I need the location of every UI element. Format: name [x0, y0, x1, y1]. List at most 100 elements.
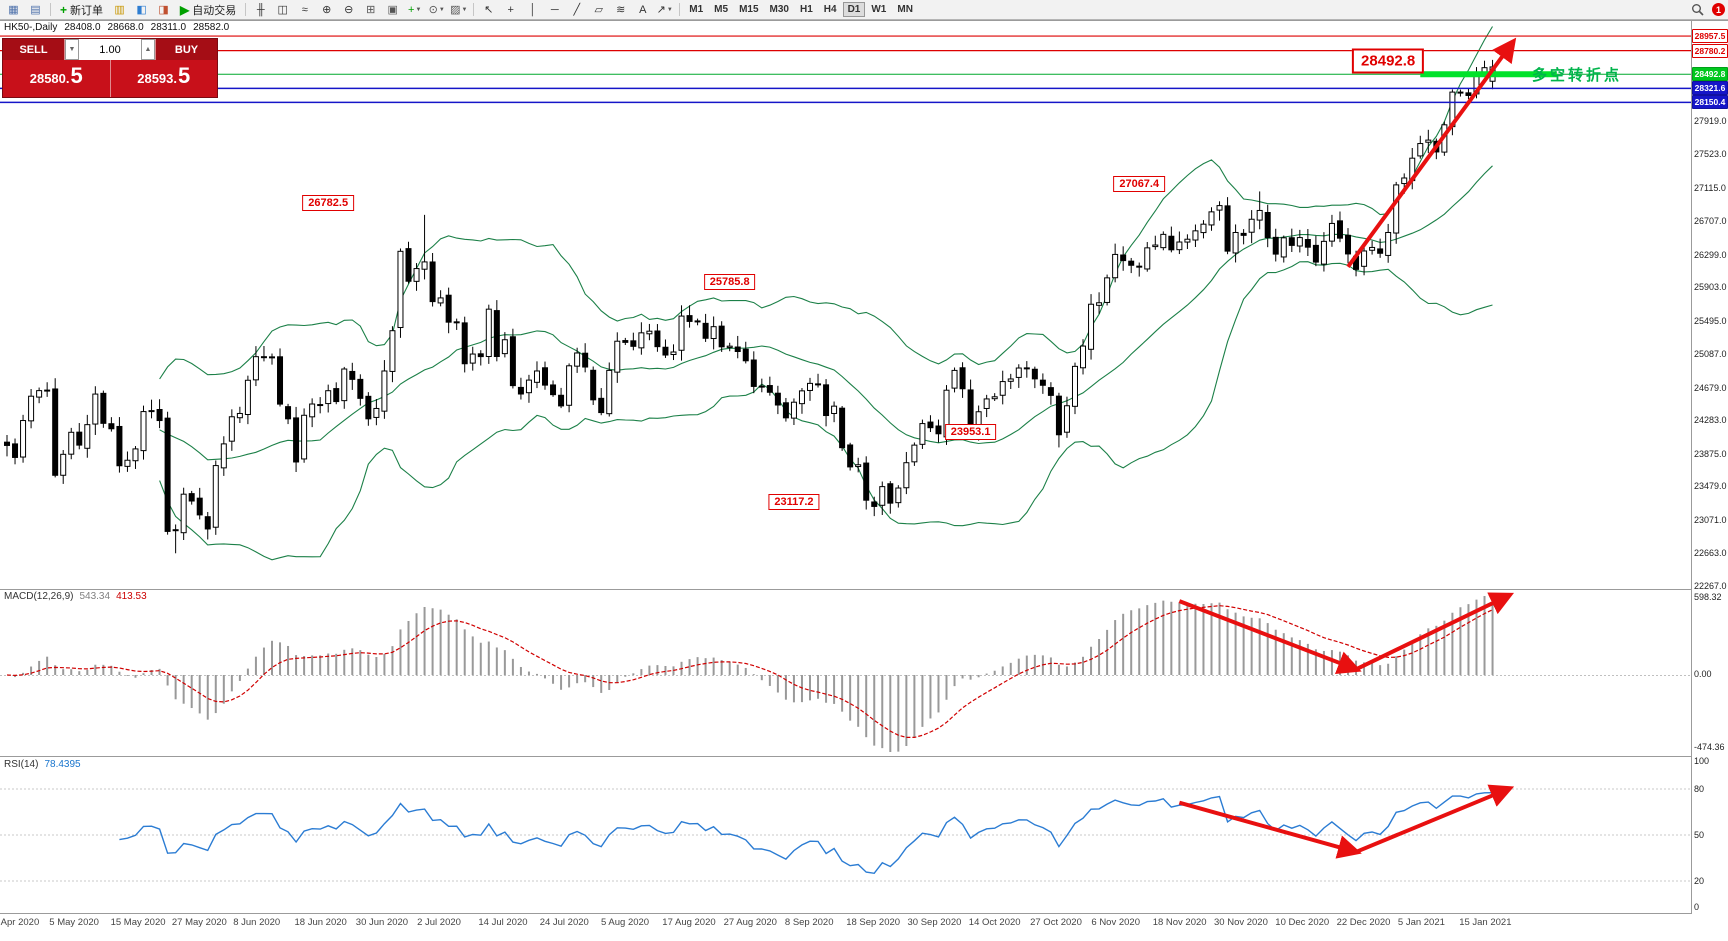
bar-chart-icon[interactable]: ╫	[256, 3, 265, 16]
cursor-icon[interactable]: ↖	[484, 4, 494, 16]
candlestick-chart-icon[interactable]: ◫	[277, 4, 288, 16]
toolbar-separator	[245, 3, 247, 16]
timeframe-w1[interactable]: W1	[871, 4, 887, 15]
tile-windows-icon[interactable]: ⊞	[366, 4, 376, 16]
navigator-icon[interactable]: ◨	[158, 4, 169, 16]
open-value: 28408.0	[64, 22, 101, 33]
templates-icon[interactable]: ▨ ▼	[450, 4, 468, 16]
profiles-icon[interactable]: ▤	[30, 4, 41, 16]
text-label-icon[interactable]: A	[639, 3, 647, 16]
bollinger-bands-layer	[159, 26, 1493, 561]
price-annotation[interactable]: 26782.5	[302, 194, 355, 211]
periods-icon[interactable]: ⊙ ▼	[428, 4, 445, 16]
date-label: 6 Nov 2020	[1091, 917, 1140, 928]
price-annotation[interactable]: 28492.8	[1352, 48, 1425, 74]
search-icon[interactable]	[1687, 2, 1708, 18]
price-tick: 23479.0	[1694, 481, 1727, 492]
date-label: 14 Oct 2020	[968, 917, 1021, 928]
price-level-tag[interactable]: 28957.5	[1692, 29, 1728, 44]
macd-layer	[6, 594, 1494, 752]
price-tick: 23071.0	[1694, 514, 1727, 525]
date-label: 27 May 2020	[171, 917, 227, 928]
arrows-tool-icon[interactable]: ↗ ▼	[656, 4, 673, 16]
amount-field[interactable]: 1.00	[79, 39, 141, 60]
line-chart-icon[interactable]: ≈	[301, 3, 308, 16]
amount-increase-button[interactable]: ▲	[141, 39, 155, 60]
buy-button[interactable]: BUY	[155, 39, 217, 60]
buy-price[interactable]: 28593. 5	[111, 60, 218, 97]
date-label: 30 Jun 2020	[355, 917, 409, 928]
price-tick: 26707.0	[1694, 216, 1727, 227]
timeframe-h4[interactable]: H4	[823, 4, 837, 15]
timeframe-m30[interactable]: M30	[769, 4, 789, 15]
rsi-scale-tick: 80	[1694, 784, 1705, 794]
price-tick: 27523.0	[1694, 148, 1727, 159]
new-chart-icon[interactable]: ▦	[8, 4, 19, 16]
date-label: 18 Nov 2020	[1152, 917, 1207, 928]
date-label: 24 Jul 2020	[539, 917, 589, 928]
horizontal-line-icon[interactable]: ─	[550, 3, 559, 16]
price-tick: 25903.0	[1694, 282, 1727, 293]
market-watch-icon[interactable]: ▥	[114, 4, 125, 16]
channel-icon[interactable]: ▱	[594, 4, 603, 16]
arrange-windows-icon[interactable]: ▣	[387, 4, 398, 16]
rsi-name: RSI(14)	[4, 759, 39, 770]
price-level-tag[interactable]: 28780.2	[1692, 43, 1728, 58]
price-annotation[interactable]: 23117.2	[768, 493, 820, 510]
sell-price[interactable]: 28580. 5	[3, 60, 111, 97]
price-tick: 23875.0	[1694, 448, 1727, 459]
price-annotation[interactable]: 23953.1	[944, 424, 997, 441]
date-label: 18 Sep 2020	[846, 917, 901, 928]
data-window-icon[interactable]: ◧	[136, 4, 147, 16]
price-tick: 27115.0	[1694, 182, 1726, 193]
sell-button[interactable]: SELL	[3, 39, 65, 60]
grid-layer	[0, 20, 1728, 914]
rsi-scale-tick: 20	[1694, 876, 1705, 886]
timeframe-d1[interactable]: D1	[842, 2, 866, 17]
trendline-icon[interactable]: ╱	[573, 4, 581, 16]
rsi-scale-tick: 0	[1694, 902, 1700, 912]
fibonacci-icon[interactable]: ≋	[616, 4, 626, 16]
price-tick: 25495.0	[1694, 315, 1727, 326]
notification-badge[interactable]: 1	[1712, 3, 1725, 16]
buy-price-main: 28593.	[137, 71, 177, 86]
date-label: 18 Jun 2020	[294, 917, 347, 928]
price-tick: 22267.0	[1694, 581, 1727, 591]
date-label: 8 Sep 2020	[784, 917, 834, 928]
indicators-icon[interactable]: + ▼	[408, 3, 422, 16]
price-annotation[interactable]: 27067.4	[1113, 175, 1166, 192]
date-label: 24 Apr 2020	[0, 917, 40, 928]
price-scale: 27919.0 27523.0 27115.0 26707.0 26299.0 25903…	[1692, 21, 1728, 941]
new-order-button[interactable]: + 新订单	[60, 2, 104, 17]
buy-price-big-digit: 5	[178, 63, 191, 88]
timeframe-mn[interactable]: MN	[897, 4, 913, 15]
rsi-label: RSI(14) 78.4395	[4, 759, 81, 770]
price-level-tag[interactable]: 28150.4	[1692, 95, 1728, 110]
amount-decrease-button[interactable]: ▼	[65, 39, 79, 60]
timeframe-h1[interactable]: H1	[799, 4, 813, 15]
timeframe-m1[interactable]: M1	[689, 4, 704, 15]
date-label: 15 May 2020	[110, 917, 166, 928]
price-level-tag[interactable]: 28492.8	[1692, 67, 1728, 82]
autotrading-button[interactable]: ▶ 自动交易	[180, 2, 237, 17]
zoom-in-icon[interactable]: ⊕	[322, 4, 332, 16]
candles-layer	[4, 59, 1496, 554]
vertical-line-icon[interactable]: │	[529, 3, 537, 16]
timeframe-m5[interactable]: M5	[714, 4, 729, 15]
price-annotation[interactable]: 25785.8	[703, 274, 756, 291]
timeframe-m15[interactable]: M15	[739, 4, 759, 15]
trend-arrows-layer[interactable]	[1178, 37, 1517, 859]
price-tick: 24679.0	[1694, 382, 1727, 393]
crosshair-icon[interactable]: +	[507, 3, 514, 16]
macd-scale-tick: -474.36	[1694, 742, 1725, 752]
rsi-layer	[119, 792, 1493, 875]
macd-main-value: 543.34	[79, 591, 111, 602]
zoom-out-icon[interactable]: ⊖	[344, 4, 354, 16]
price-tick: 26299.0	[1694, 249, 1727, 260]
price-tick: 22663.0	[1694, 548, 1727, 559]
price-levels-layer[interactable]	[0, 35, 1691, 104]
low-value: 28311.0	[150, 22, 187, 33]
date-label: 5 Aug 2020	[601, 917, 650, 928]
price-level-tag[interactable]: 28321.6	[1692, 81, 1728, 96]
